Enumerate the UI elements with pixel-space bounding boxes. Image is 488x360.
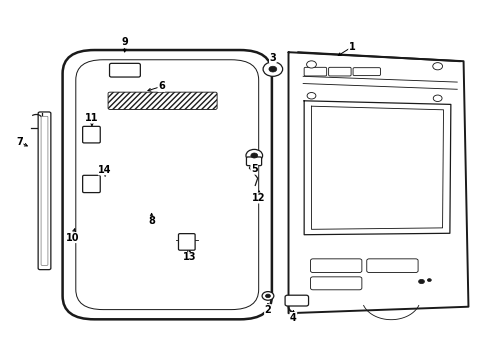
FancyBboxPatch shape [366,259,417,273]
FancyBboxPatch shape [246,157,261,166]
Circle shape [432,95,441,102]
Circle shape [115,68,120,72]
Text: 14: 14 [98,165,112,175]
Circle shape [88,136,94,140]
Text: 6: 6 [158,81,164,91]
Text: 11: 11 [85,113,99,123]
FancyBboxPatch shape [310,277,361,290]
FancyBboxPatch shape [76,60,258,310]
Circle shape [268,66,276,72]
FancyBboxPatch shape [109,63,140,77]
Circle shape [306,93,315,99]
FancyBboxPatch shape [178,234,195,250]
Circle shape [418,279,424,284]
Text: 5: 5 [250,164,257,174]
Circle shape [265,294,270,298]
Circle shape [306,61,316,68]
Text: 12: 12 [252,193,265,203]
FancyBboxPatch shape [328,67,350,76]
FancyBboxPatch shape [82,126,100,143]
Text: 3: 3 [269,53,276,63]
Text: 7: 7 [16,137,23,147]
FancyBboxPatch shape [310,259,361,273]
Circle shape [432,63,442,70]
Circle shape [250,153,257,158]
Text: 8: 8 [148,216,155,226]
FancyBboxPatch shape [62,50,271,319]
Circle shape [128,68,133,72]
Circle shape [427,279,430,282]
Circle shape [262,292,273,300]
Circle shape [263,62,282,76]
Text: 13: 13 [183,252,196,262]
FancyBboxPatch shape [285,295,308,306]
Circle shape [245,149,262,162]
FancyBboxPatch shape [41,116,48,265]
Text: 2: 2 [264,305,271,315]
Text: 10: 10 [65,233,79,243]
Circle shape [88,186,94,190]
Text: 4: 4 [289,312,296,323]
FancyBboxPatch shape [352,68,380,76]
FancyBboxPatch shape [82,175,100,193]
Text: 1: 1 [348,42,355,52]
Text: 9: 9 [121,37,128,48]
FancyBboxPatch shape [304,67,326,76]
FancyBboxPatch shape [38,112,51,270]
